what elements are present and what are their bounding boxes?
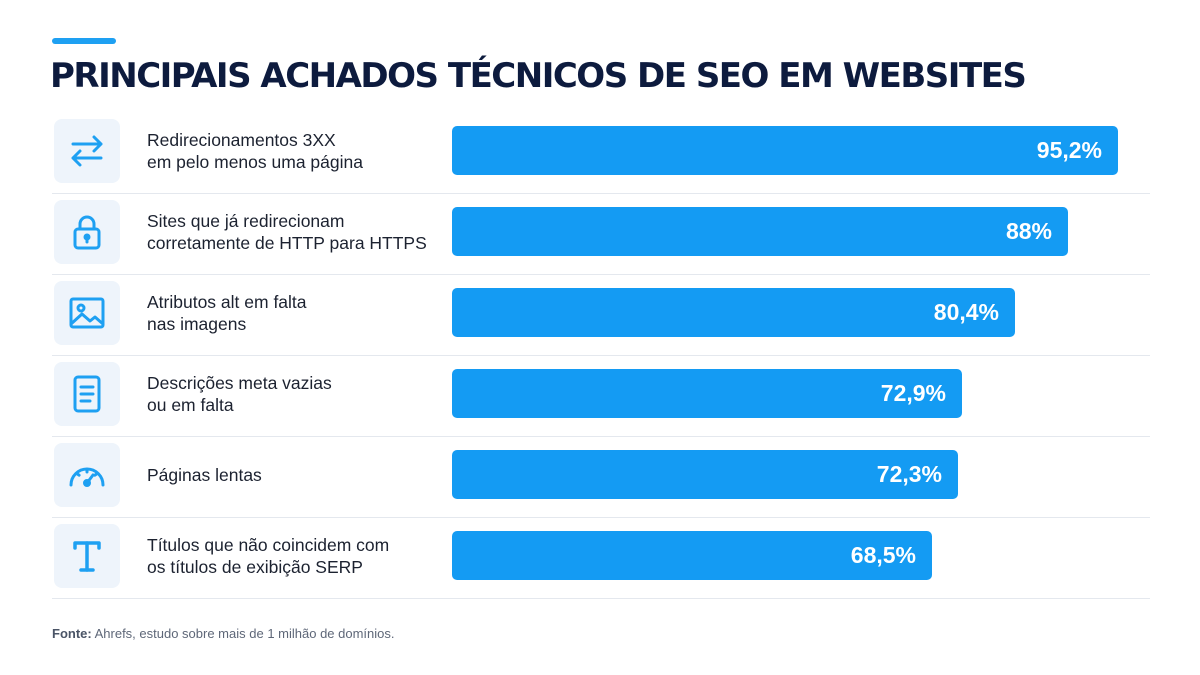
text-t-icon — [54, 523, 120, 588]
category-label: Títulos que não coincidem com os títulos… — [147, 534, 390, 577]
bar: 72,9% — [452, 369, 962, 418]
chart-row: Atributos alt em falta nas imagens 80,4% — [52, 275, 1150, 356]
arrows-exchange-icon — [54, 118, 120, 183]
image-icon — [54, 280, 120, 345]
chart-row: Descrições meta vazias ou em falta 72,9% — [52, 356, 1150, 437]
bar: 80,4% — [452, 288, 1015, 337]
chart-row: Redirecionamentos 3XX em pelo menos uma … — [52, 113, 1150, 194]
padlock-icon — [54, 199, 120, 264]
bar-value-label: 72,9% — [880, 380, 946, 406]
source-text: Ahrefs, estudo sobre mais de 1 milhão de… — [91, 626, 395, 641]
bar-value-label: 88% — [1005, 218, 1052, 244]
bar: 95,2% — [452, 126, 1118, 175]
source-label: Fonte: — [52, 626, 92, 641]
chart-row: Sites que já redirecionam corretamente d… — [52, 194, 1150, 275]
category-label: Sites que já redirecionam corretamente d… — [147, 210, 427, 253]
bar-value-label: 80,4% — [933, 299, 999, 325]
chart-row: Páginas lentas 72,3% — [52, 437, 1150, 518]
bar-value-label: 72,3% — [876, 461, 942, 487]
bar-value-label: 95,2% — [1036, 137, 1102, 163]
bar-chart: Redirecionamentos 3XX em pelo menos uma … — [52, 113, 1150, 599]
bar-value-label: 68,5% — [850, 542, 916, 568]
category-label: Páginas lentas — [147, 464, 262, 485]
chart-row: Títulos que não coincidem com os títulos… — [52, 518, 1150, 599]
title-accent-line — [52, 38, 116, 44]
bar: 88% — [452, 207, 1068, 256]
bar: 72,3% — [452, 450, 958, 499]
source-note: Fonte: Ahrefs, estudo sobre mais de 1 mi… — [52, 626, 395, 641]
document-icon — [54, 361, 120, 426]
category-label: Redirecionamentos 3XX em pelo menos uma … — [147, 129, 363, 172]
bar: 68,5% — [452, 531, 932, 580]
speedometer-icon — [54, 442, 120, 507]
chart-title: PRINCIPAIS ACHADOS TÉCNICOS DE SEO EM WE… — [50, 56, 1027, 96]
category-label: Atributos alt em falta nas imagens — [147, 291, 307, 334]
category-label: Descrições meta vazias ou em falta — [147, 372, 332, 415]
